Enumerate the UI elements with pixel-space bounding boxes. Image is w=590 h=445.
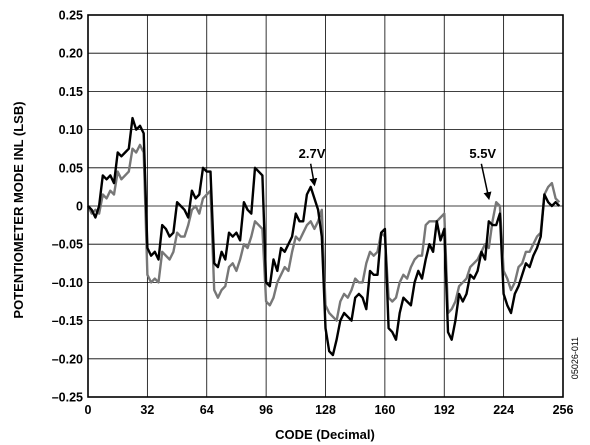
y-tick-label: 0.05 xyxy=(59,161,83,175)
x-tick-label: 0 xyxy=(85,403,92,417)
y-axis-label: POTENTIOMETER MODE INL (LSB) xyxy=(11,101,26,318)
y-tick-label: 0.20 xyxy=(59,47,83,61)
figure-id: 05026-011 xyxy=(570,337,580,379)
x-tick-label: 192 xyxy=(434,403,455,417)
y-tick-labels: 0.25 0.20 0.15 0.10 0.05 0 –0.05 –0.10 –0.15 –0.2… xyxy=(52,9,83,405)
y-tick-label: –0.20 xyxy=(52,352,83,366)
y-tick-label: –0.15 xyxy=(52,314,83,328)
annotation-arrow xyxy=(309,163,318,187)
y-tick-label: –0.25 xyxy=(52,391,83,405)
y-tick-label: 0.25 xyxy=(59,9,83,23)
plot-frame xyxy=(87,14,564,398)
x-tick-label: 128 xyxy=(315,403,336,417)
y-tick-label: 0.10 xyxy=(59,123,83,137)
y-tick-label: –0.05 xyxy=(52,238,83,252)
x-tick-label: 160 xyxy=(374,403,395,417)
annotation-label: 2.7V xyxy=(299,146,326,161)
series-line-2-7v xyxy=(87,116,561,357)
x-tick-label: 256 xyxy=(553,403,574,417)
x-axis-label: CODE (Decimal) xyxy=(275,427,375,442)
x-tick-label: 224 xyxy=(493,403,514,417)
x-tick-label: 96 xyxy=(259,403,273,417)
x-tick-label: 64 xyxy=(200,403,214,417)
x-tick-labels: 0 32 64 96 128 160 192 224 256 xyxy=(85,403,574,417)
y-tick-label: –0.10 xyxy=(52,276,83,290)
annotation-label: 5.5V xyxy=(469,146,496,161)
annotations: 2.7V 5.5V xyxy=(299,146,496,201)
y-tick-label: 0 xyxy=(76,200,83,214)
grid-lines xyxy=(87,14,564,398)
y-tick-label: 0.15 xyxy=(59,85,83,99)
annotation-arrow xyxy=(480,163,492,201)
x-tick-label: 32 xyxy=(140,403,154,417)
series-layer xyxy=(86,116,561,357)
